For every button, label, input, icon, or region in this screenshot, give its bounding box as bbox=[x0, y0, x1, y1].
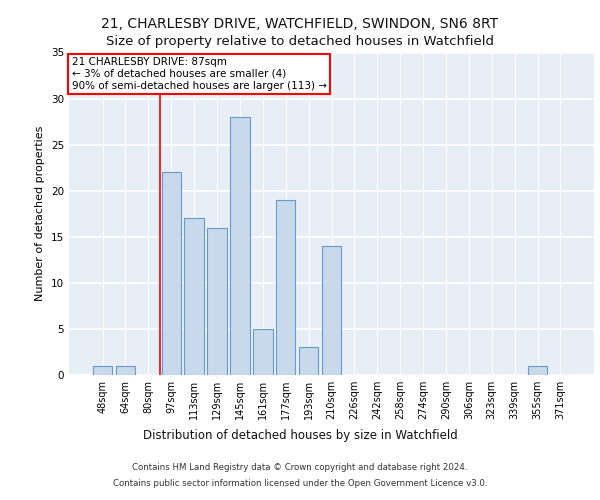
Y-axis label: Number of detached properties: Number of detached properties bbox=[35, 126, 46, 302]
Bar bbox=[528, 366, 547, 375]
Bar bbox=[276, 200, 295, 375]
Bar bbox=[116, 366, 135, 375]
Bar bbox=[93, 366, 112, 375]
Text: 21, CHARLESBY DRIVE, WATCHFIELD, SWINDON, SN6 8RT: 21, CHARLESBY DRIVE, WATCHFIELD, SWINDON… bbox=[101, 18, 499, 32]
Bar bbox=[184, 218, 204, 375]
Bar bbox=[230, 117, 250, 375]
Bar bbox=[253, 329, 272, 375]
Text: Contains HM Land Registry data © Crown copyright and database right 2024.: Contains HM Land Registry data © Crown c… bbox=[132, 464, 468, 472]
Text: Size of property relative to detached houses in Watchfield: Size of property relative to detached ho… bbox=[106, 35, 494, 48]
Bar bbox=[299, 348, 319, 375]
Bar bbox=[208, 228, 227, 375]
Bar bbox=[161, 172, 181, 375]
Text: Distribution of detached houses by size in Watchfield: Distribution of detached houses by size … bbox=[143, 430, 457, 442]
Text: 21 CHARLESBY DRIVE: 87sqm
← 3% of detached houses are smaller (4)
90% of semi-de: 21 CHARLESBY DRIVE: 87sqm ← 3% of detach… bbox=[71, 58, 326, 90]
Text: Contains public sector information licensed under the Open Government Licence v3: Contains public sector information licen… bbox=[113, 478, 487, 488]
Bar bbox=[322, 246, 341, 375]
